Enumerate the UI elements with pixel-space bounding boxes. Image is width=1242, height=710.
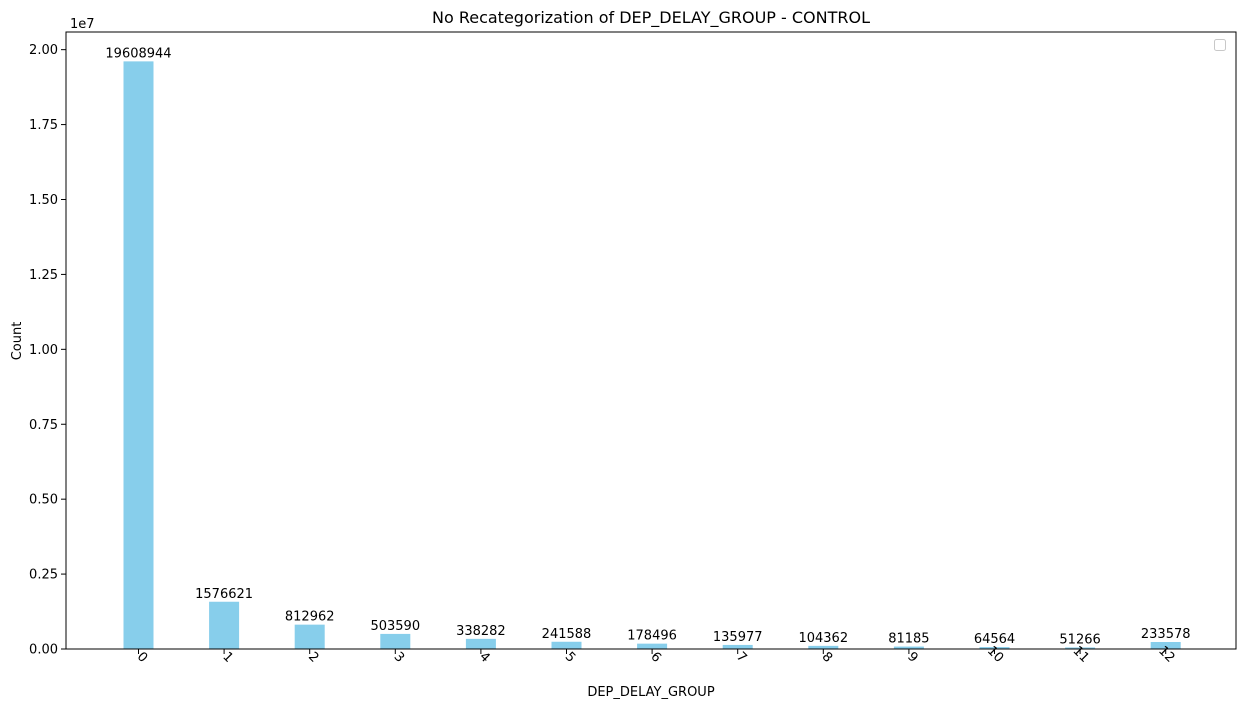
data-label-10: 64564 <box>974 632 1015 647</box>
legend-box <box>1214 39 1226 51</box>
data-label-11: 51266 <box>1059 632 1100 647</box>
bar-2 <box>294 624 325 649</box>
y-axis: 0.00 0.25 0.50 0.75 1.00 1.25 1.50 1.75 2.00 <box>29 43 66 658</box>
bar-0 <box>123 61 154 649</box>
x-axis-label: DEP_DELAY_GROUP <box>587 685 715 700</box>
data-label-8: 104362 <box>798 631 848 646</box>
data-labels-group: 19608944 1576621 812962 503590 338282 241588 1… <box>105 46 1190 647</box>
data-label-7: 135977 <box>713 630 763 645</box>
data-label-12: 233578 <box>1141 627 1191 642</box>
bar-12 <box>1150 642 1181 649</box>
y-tick-label: 1.50 <box>29 193 58 208</box>
y-tick-label: 1.00 <box>29 343 58 358</box>
bar-1 <box>209 601 240 649</box>
data-label-3: 503590 <box>370 619 420 634</box>
bars-group <box>123 61 1181 649</box>
data-label-2: 812962 <box>285 610 335 625</box>
plot-frame <box>65 31 1237 650</box>
y-axis-offset-label: 1e7 <box>70 17 95 32</box>
data-label-0: 19608944 <box>105 46 171 61</box>
bar-5 <box>551 641 582 649</box>
bar-9 <box>893 646 924 649</box>
data-label-6: 178496 <box>627 629 677 644</box>
y-tick-label: 1.25 <box>29 268 58 283</box>
y-tick-label: 1.75 <box>29 118 58 133</box>
bar-7 <box>722 644 753 649</box>
y-tick-label: 0.00 <box>29 643 58 658</box>
bar-6 <box>637 643 668 649</box>
bar-10 <box>979 647 1010 649</box>
data-label-4: 338282 <box>456 624 506 639</box>
y-tick-label: 0.75 <box>29 418 58 433</box>
y-axis-label: Count <box>10 322 25 361</box>
bar-11 <box>1065 647 1096 649</box>
bar-8 <box>808 645 839 649</box>
y-tick-label: 0.50 <box>29 493 58 508</box>
data-label-5: 241588 <box>542 627 592 642</box>
data-label-9: 81185 <box>888 632 929 647</box>
y-tick-label: 0.25 <box>29 568 58 583</box>
y-tick-label: 2.00 <box>29 43 58 58</box>
chart-title: No Recategorization of DEP_DELAY_GROUP -… <box>432 8 870 28</box>
bar-3 <box>380 633 411 649</box>
data-label-1: 1576621 <box>195 587 253 602</box>
bar-4 <box>465 638 496 649</box>
